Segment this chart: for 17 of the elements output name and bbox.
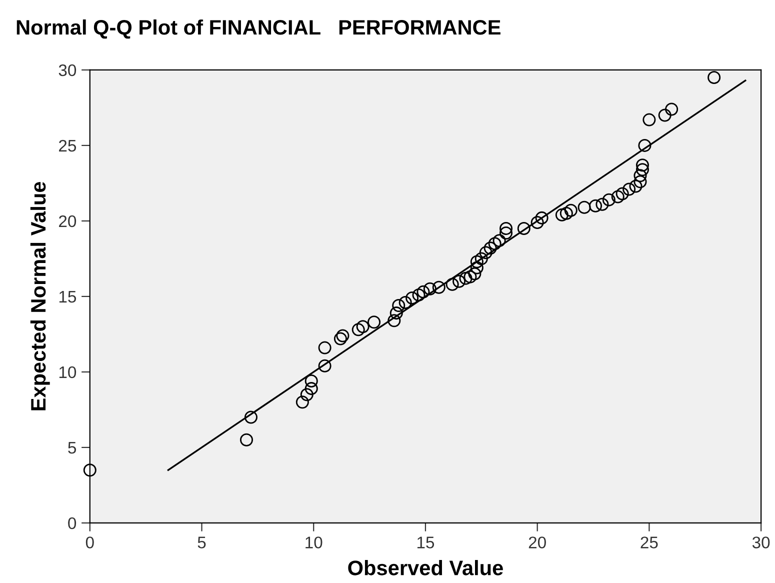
y-tick-label: 0 [68,517,76,530]
x-tick-label: 15 [417,536,434,548]
x-tick-label: 10 [306,536,322,548]
y-tick-label: 20 [59,215,76,228]
x-tick-label: 30 [752,536,770,548]
x-tick-label: 25 [640,536,658,548]
x-tick-label: 0 [86,536,94,548]
y-axis-title: Expected Normal Value [30,182,50,410]
x-tick-label: 20 [528,536,546,548]
y-tick-label: 25 [59,140,76,152]
y-tick-label: 10 [59,366,76,378]
y-tick-label: 5 [68,442,76,454]
x-axis-title: Observed Value [348,560,503,576]
y-tick-label: 30 [58,64,76,76]
chart-title: Normal Q-Q Plot of FINANCIAL PERFORMANCE [16,19,500,39]
x-tick-label: 5 [198,536,206,548]
y-tick-label: 15 [59,291,76,303]
